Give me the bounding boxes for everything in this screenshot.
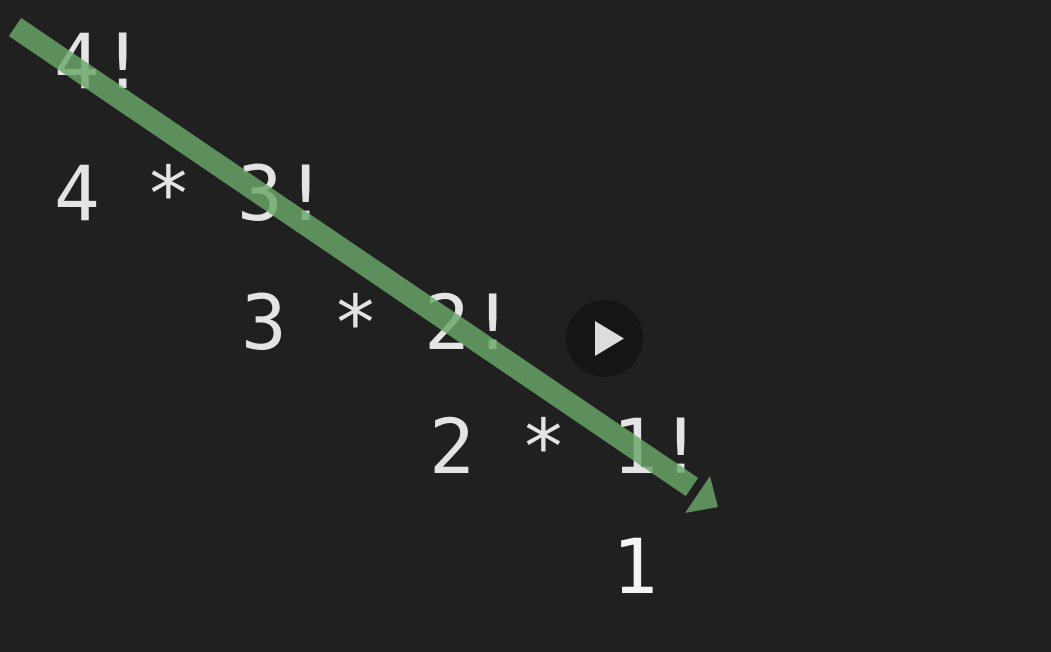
expression-1: 1 [612,522,658,611]
play-icon [595,321,624,356]
play-button[interactable] [566,300,643,377]
expression-3-times-2-factorial: 3 * 2! [241,278,516,367]
expression-4-times-3-factorial: 4 * 3! [54,149,329,238]
expression-2-times-1-factorial: 2 * 1! [429,402,704,491]
expression-4-factorial: 4! [54,17,146,106]
